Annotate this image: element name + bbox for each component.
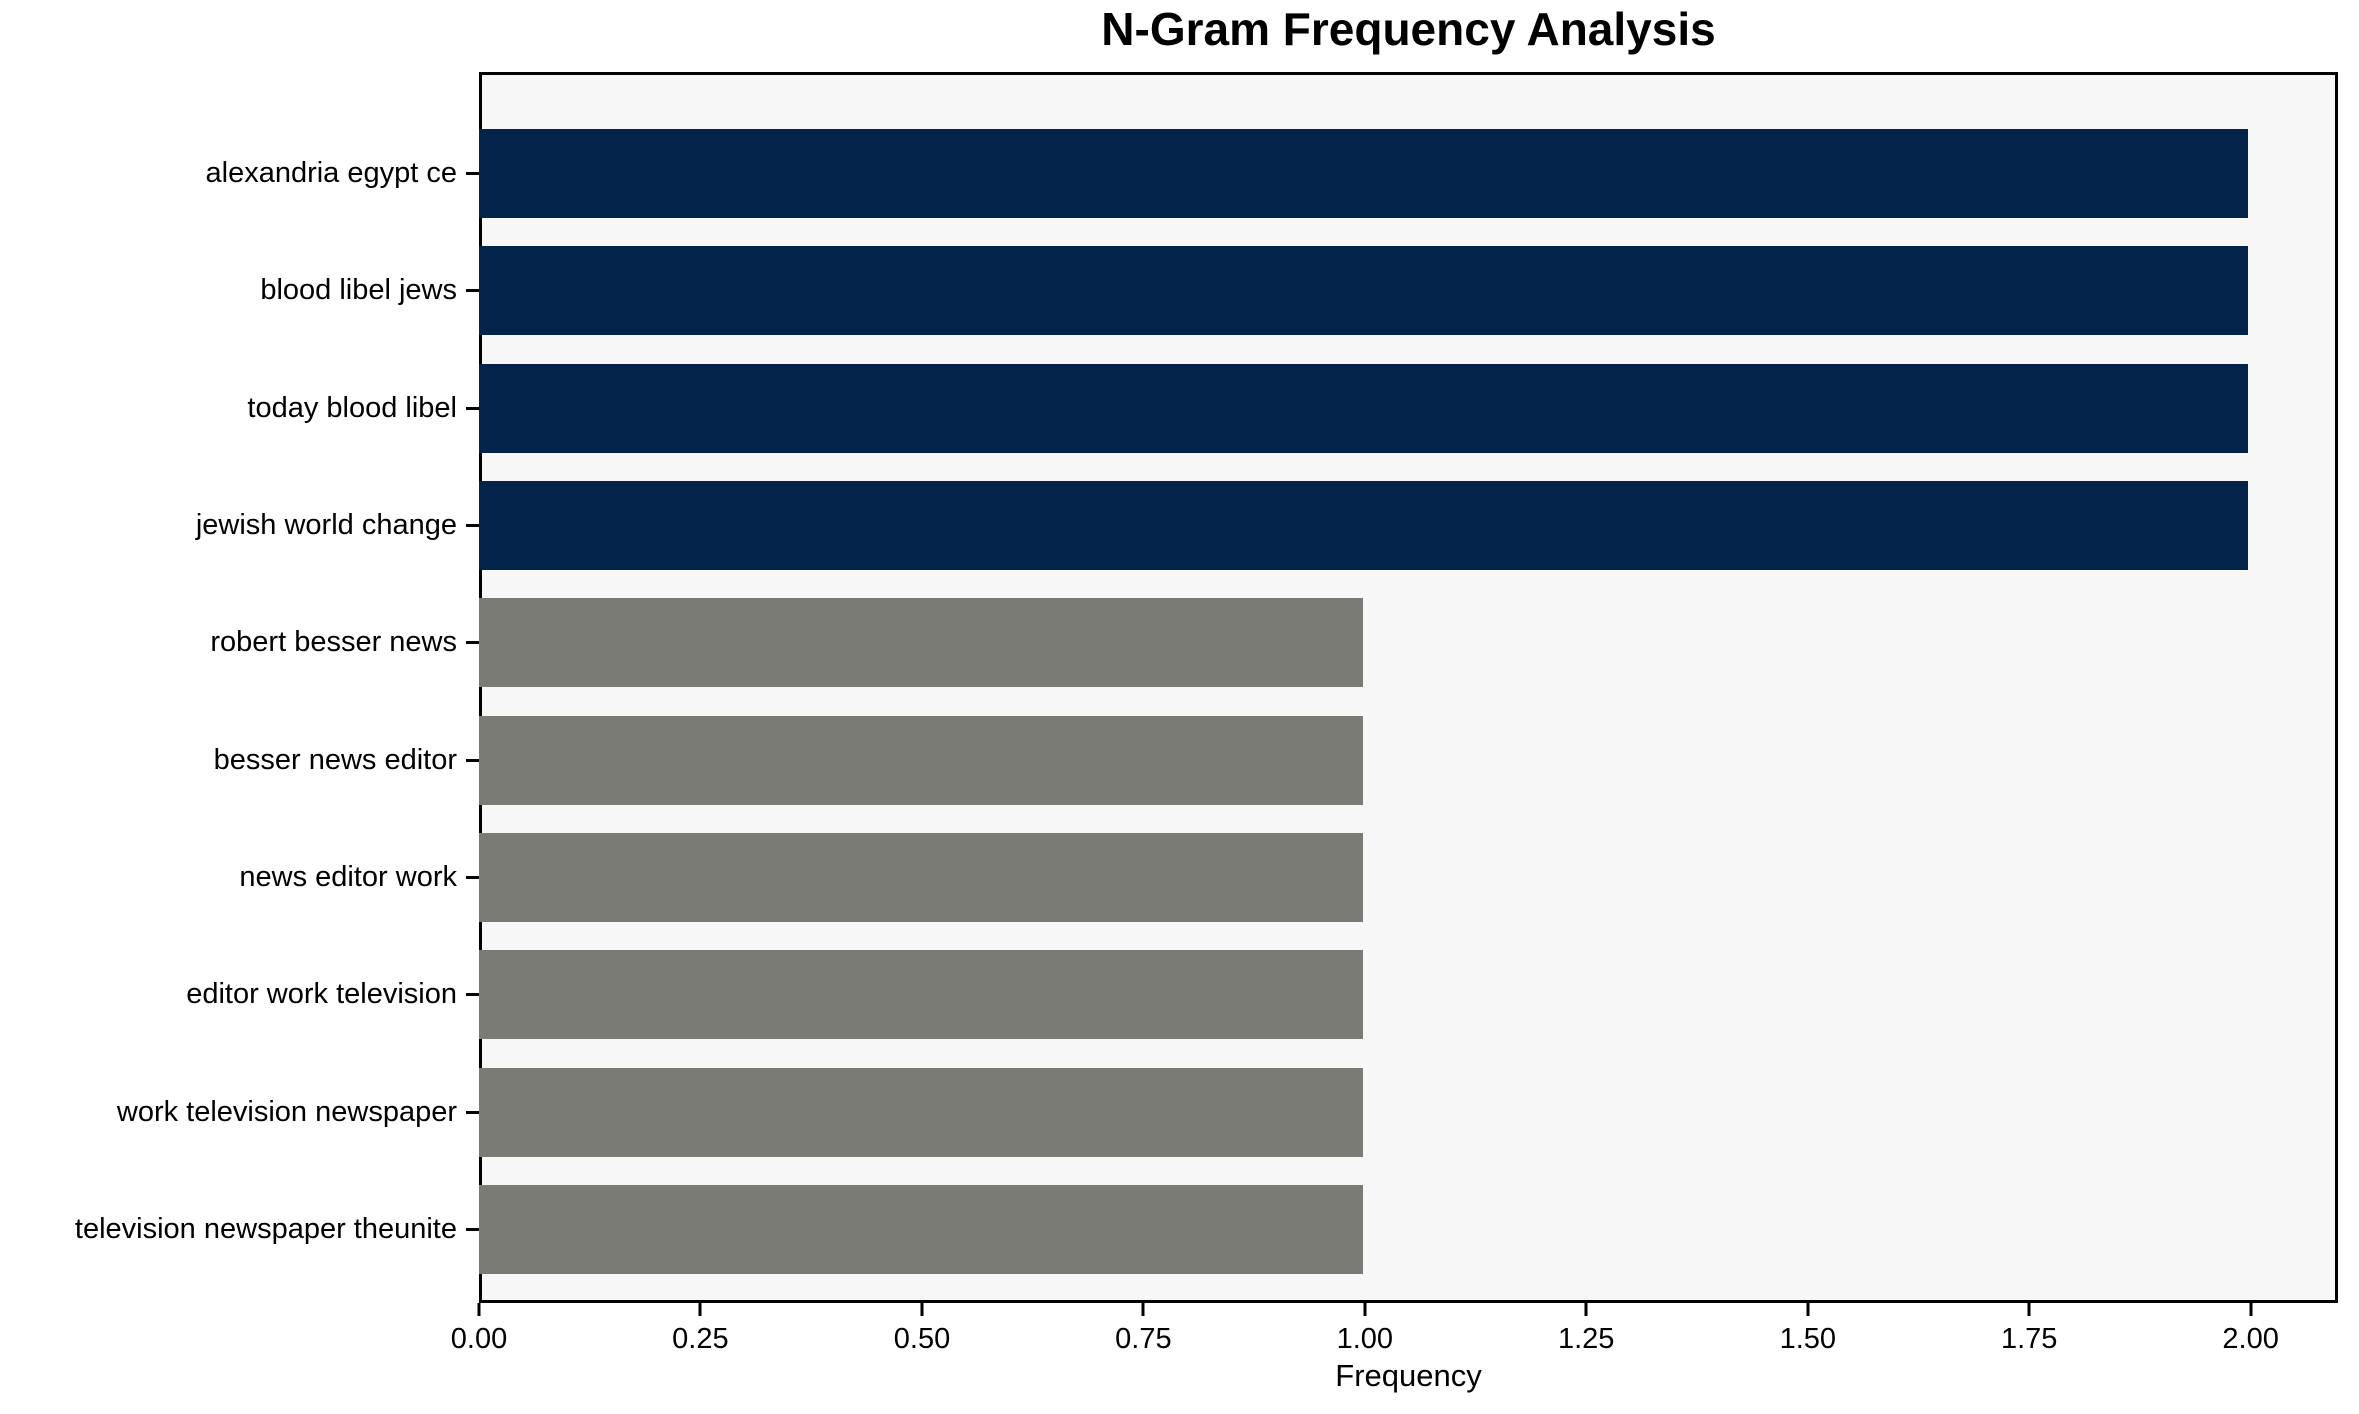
bar-row: blood libel jews	[0, 232, 2338, 349]
bar-row: news editor work	[0, 819, 2338, 936]
y-label-cell: news editor work	[0, 861, 479, 894]
y-tick-mark	[466, 993, 479, 997]
x-tick-mark	[2249, 1303, 2253, 1316]
y-tick-mark	[466, 641, 479, 645]
x-tick-label: 0.25	[672, 1323, 729, 1355]
x-tick-label: 2.00	[2222, 1323, 2279, 1355]
y-tick-mark	[466, 172, 479, 176]
bar-cell	[479, 936, 2335, 1053]
bar	[479, 481, 2248, 571]
bar	[479, 1067, 1364, 1157]
bar	[479, 598, 1364, 688]
y-label-cell: television newspaper theunite	[0, 1213, 479, 1246]
bar	[479, 363, 2248, 453]
y-tick-mark	[466, 1110, 479, 1114]
y-tick-label: alexandria egypt ce	[205, 157, 458, 190]
bar	[479, 246, 2248, 336]
x-tick-label: 0.75	[1115, 1323, 1172, 1355]
y-tick-label: work television newspaper	[116, 1095, 457, 1128]
bar-row: alexandria egypt ce	[0, 115, 2338, 232]
y-label-cell: besser news editor	[0, 744, 479, 777]
y-tick-label: editor work television	[186, 978, 457, 1011]
bar-rows-container: alexandria egypt ce blood libel jews today…	[0, 75, 2338, 1300]
bar-cell	[479, 1171, 2335, 1288]
y-label-cell: alexandria egypt ce	[0, 157, 479, 190]
bar-row: today blood libel	[0, 350, 2338, 467]
x-tick-label: 1.75	[2000, 1323, 2058, 1355]
x-tick-mark	[1584, 1303, 1588, 1316]
bar	[479, 950, 1364, 1040]
bar	[479, 715, 1364, 805]
bar-row: besser news editor	[0, 701, 2338, 818]
bar	[479, 1184, 1364, 1274]
y-label-cell: editor work television	[0, 978, 479, 1011]
x-tick-mark	[920, 1303, 924, 1316]
y-label-cell: jewish world change	[0, 509, 479, 542]
bar-row: work television newspaper	[0, 1053, 2338, 1170]
x-tick-label: 1.50	[1779, 1323, 1837, 1355]
y-tick-label: television newspaper theunite	[74, 1212, 457, 1245]
x-tick-mark	[1141, 1303, 1145, 1316]
x-axis: 0.00 0.25 0.50 0.75 1.00 1.25 1.50 1.75 2.00	[451, 1303, 2338, 1363]
bar-row: editor work television	[0, 936, 2338, 1053]
x-tick-label: 1.25	[1557, 1323, 1615, 1355]
y-label-cell: work television newspaper	[0, 1096, 479, 1129]
x-tick-label: 0.50	[893, 1323, 951, 1355]
y-tick-mark	[466, 289, 479, 293]
y-tick-mark	[466, 524, 479, 528]
x-tick-label: 0.00	[450, 1323, 508, 1355]
bar-cell	[479, 819, 2335, 936]
y-tick-label: blood libel jews	[260, 274, 457, 307]
x-axis-title: Frequency	[1335, 1358, 1482, 1393]
bar-cell	[479, 467, 2335, 584]
x-tick-mark	[477, 1303, 481, 1316]
y-tick-mark	[466, 758, 479, 762]
bar-row: television newspaper theunite	[0, 1171, 2338, 1288]
y-tick-mark	[466, 406, 479, 410]
bar-cell	[479, 584, 2335, 701]
bar-cell	[479, 115, 2335, 232]
bar-row: robert besser news	[0, 584, 2338, 701]
y-tick-label: besser news editor	[213, 743, 457, 776]
y-tick-label: news editor work	[239, 860, 457, 893]
bar-row: jewish world change	[0, 467, 2338, 584]
x-tick-mark	[1806, 1303, 1810, 1316]
y-label-cell: today blood libel	[0, 392, 479, 425]
y-tick-label: today blood libel	[247, 391, 457, 424]
bar	[479, 832, 1364, 922]
bar-cell	[479, 350, 2335, 467]
y-tick-mark	[466, 875, 479, 879]
chart-title: N-Gram Frequency Analysis	[1101, 3, 1716, 55]
bar-cell	[479, 232, 2335, 349]
bar-cell	[479, 701, 2335, 818]
bar-cell	[479, 1053, 2335, 1170]
y-tick-label: robert besser news	[210, 626, 457, 659]
bar	[479, 129, 2248, 219]
y-label-cell: blood libel jews	[0, 274, 479, 307]
x-tick-mark	[698, 1303, 702, 1316]
y-label-cell: robert besser news	[0, 626, 479, 659]
x-tick-mark	[2027, 1303, 2031, 1316]
y-tick-label: jewish world change	[195, 509, 457, 542]
y-tick-mark	[466, 1227, 479, 1231]
x-tick-label: 1.00	[1336, 1323, 1394, 1355]
x-tick-mark	[1363, 1303, 1367, 1316]
